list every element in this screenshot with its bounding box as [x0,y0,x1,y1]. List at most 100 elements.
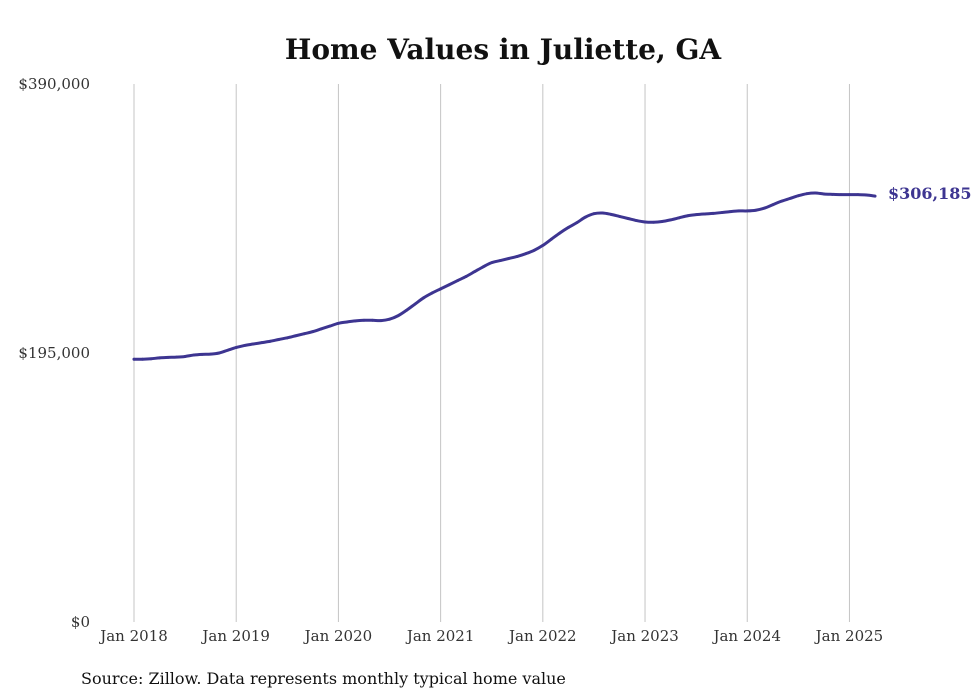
data-point [328,324,332,328]
data-point [149,357,153,361]
data-point [362,318,366,322]
data-point [200,352,204,356]
data-point [251,342,255,346]
data-point [873,194,877,198]
data-point [856,193,860,197]
data-point [354,319,357,323]
data-point [771,203,775,207]
data-point [319,327,323,331]
series-layer [132,191,877,361]
data-point [737,209,741,213]
y-axis-ticks: $0 $195,000 $390,000 [18,75,90,631]
x-axis-ticks: Jan 2018 Jan 2019 Jan 2020 Jan 2021 Jan 2022… [98,627,883,645]
data-point [337,321,340,325]
y-tick-label: $0 [71,613,90,631]
data-point [618,215,621,218]
data-point [294,334,298,338]
data-point [848,193,851,197]
x-tick-label: Jan 2025 [814,627,884,645]
data-point [396,314,400,318]
data-point [788,197,792,200]
x-tick-label: Jan 2019 [200,627,270,645]
data-point [575,221,579,225]
data-point [711,212,715,215]
data-point [447,283,451,287]
data-point [566,226,570,229]
data-point [439,287,443,291]
data-point [277,338,281,341]
data-point [694,213,698,217]
data-point [456,279,460,282]
data-point [592,212,596,216]
data-point [507,257,511,260]
x-tick-label: Jan 2021 [405,627,475,645]
data-point [660,220,664,223]
data-point [865,193,868,197]
data-point [779,199,783,203]
data-point [813,191,817,195]
data-point [302,332,306,336]
data-point [192,353,196,357]
data-point [226,348,230,352]
data-point [243,344,247,347]
data-point [481,265,485,269]
data-point [558,231,562,235]
data-point [822,192,826,196]
data-point [166,356,170,359]
x-tick-label: Jan 2018 [98,627,168,645]
data-point [379,319,383,322]
data-point [541,244,545,247]
data-point [345,320,349,324]
data-point [132,357,136,361]
data-point [762,206,766,210]
data-point [524,252,528,256]
data-point [209,352,213,356]
data-point [260,341,264,345]
data-point [626,217,630,220]
data-point [601,211,604,215]
data-point [141,357,144,361]
data-point [473,270,477,274]
data-point [175,355,178,359]
data-point [831,192,834,196]
data-point [669,218,672,222]
data-point [677,216,681,220]
data-point [234,346,238,349]
data-point [388,317,391,321]
chart-title: Home Values in Juliette, GA [285,33,722,66]
data-point [643,220,647,224]
x-tick-label: Jan 2020 [303,627,373,645]
data-point [635,219,638,222]
y-tick-label: $390,000 [18,75,90,93]
data-point [754,208,758,212]
data-point [515,255,519,258]
data-point [371,318,374,322]
data-point [217,351,221,355]
data-point [285,336,289,340]
end-value-label: $306,185 [888,184,972,203]
data-point [430,291,434,295]
data-point [805,192,809,196]
data-point [686,214,690,218]
data-point [405,308,408,312]
x-tick-label: Jan 2023 [609,627,679,645]
data-point [839,193,843,197]
data-point [549,237,553,241]
data-point [745,209,749,213]
data-point [703,212,707,216]
x-tick-label: Jan 2024 [711,627,781,645]
data-point [796,194,800,198]
data-point [720,211,724,214]
data-point [490,261,494,265]
gridlines [133,84,850,622]
y-tick-label: $195,000 [18,344,90,362]
data-point [498,259,502,262]
data-point [158,356,161,360]
source-note: Source: Zillow. Data represents monthly … [81,669,566,688]
data-point [413,302,417,306]
series-line-0 [132,191,877,361]
data-point [609,212,613,216]
x-tick-label: Jan 2022 [507,627,577,645]
data-point [268,339,272,343]
